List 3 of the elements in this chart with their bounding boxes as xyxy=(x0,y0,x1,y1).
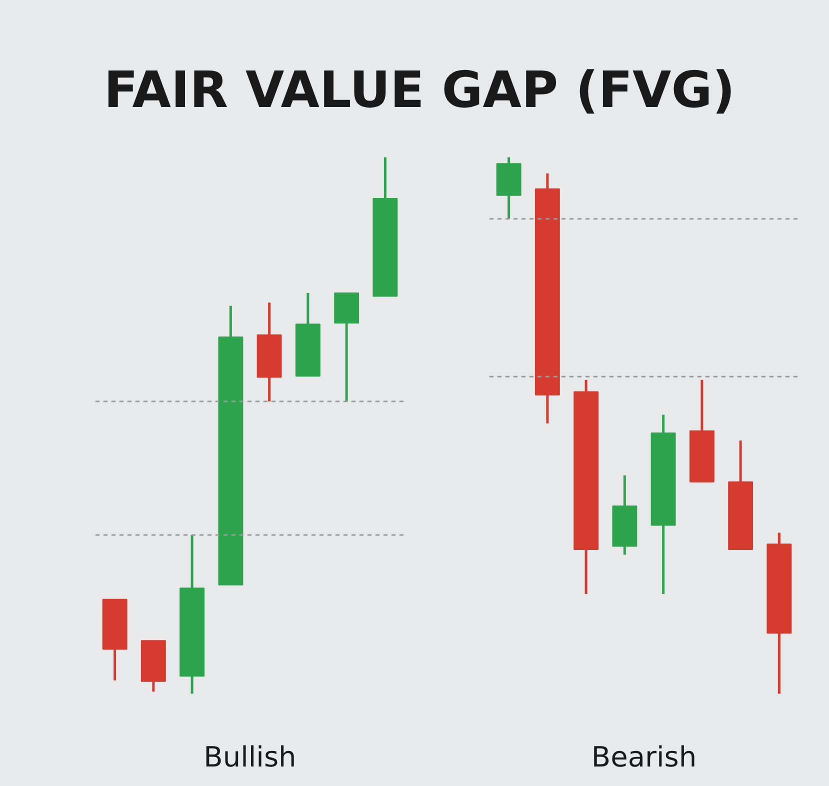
chart-title: FAIR VALUE GAP (FVG) xyxy=(104,60,736,121)
x-axis-title: Bullish xyxy=(204,740,296,774)
x-axis-title: Bearish xyxy=(591,740,697,774)
